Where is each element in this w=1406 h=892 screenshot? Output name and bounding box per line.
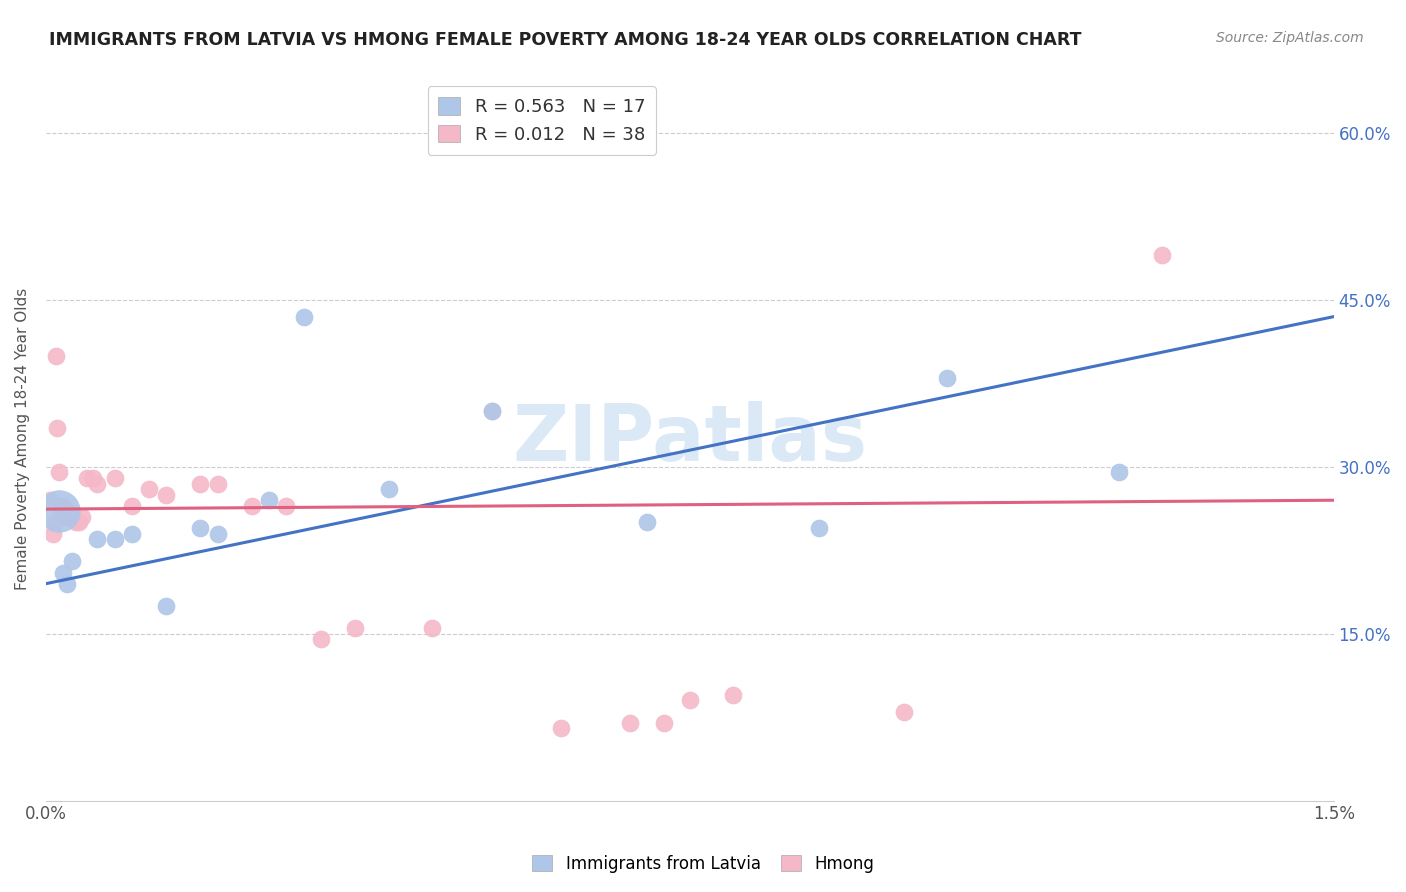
Point bbox=[207, 526, 229, 541]
Point bbox=[636, 516, 658, 530]
Point bbox=[104, 471, 127, 485]
Point bbox=[257, 493, 280, 508]
Point bbox=[138, 482, 160, 496]
Point bbox=[42, 526, 65, 541]
Point bbox=[1150, 248, 1173, 262]
Point bbox=[276, 499, 298, 513]
Point bbox=[53, 509, 76, 524]
Point bbox=[309, 632, 332, 647]
Point bbox=[155, 488, 177, 502]
Point bbox=[76, 471, 98, 485]
Point bbox=[121, 526, 143, 541]
Point bbox=[190, 476, 212, 491]
Point bbox=[240, 499, 263, 513]
Point bbox=[292, 310, 315, 324]
Point bbox=[378, 482, 401, 496]
Point bbox=[190, 521, 212, 535]
Point bbox=[86, 476, 108, 491]
Point bbox=[207, 476, 229, 491]
Point bbox=[51, 504, 73, 518]
Point bbox=[56, 504, 79, 518]
Point bbox=[60, 509, 83, 524]
Point bbox=[67, 516, 90, 530]
Point bbox=[48, 466, 70, 480]
Point bbox=[936, 371, 959, 385]
Point bbox=[721, 688, 744, 702]
Point bbox=[104, 532, 127, 546]
Point bbox=[59, 509, 82, 524]
Point bbox=[56, 576, 79, 591]
Point bbox=[46, 421, 69, 435]
Point bbox=[481, 404, 503, 418]
Text: Source: ZipAtlas.com: Source: ZipAtlas.com bbox=[1216, 31, 1364, 45]
Point bbox=[1108, 466, 1130, 480]
Point bbox=[45, 349, 67, 363]
Point bbox=[39, 493, 62, 508]
Legend: R = 0.563   N = 17, R = 0.012   N = 38: R = 0.563 N = 17, R = 0.012 N = 38 bbox=[427, 87, 655, 155]
Point bbox=[70, 509, 93, 524]
Point bbox=[481, 404, 503, 418]
Point bbox=[52, 566, 75, 580]
Point bbox=[82, 471, 104, 485]
Point bbox=[420, 621, 443, 635]
Legend: Immigrants from Latvia, Hmong: Immigrants from Latvia, Hmong bbox=[526, 848, 880, 880]
Y-axis label: Female Poverty Among 18-24 Year Olds: Female Poverty Among 18-24 Year Olds bbox=[15, 288, 30, 591]
Point bbox=[343, 621, 366, 635]
Point bbox=[807, 521, 830, 535]
Point bbox=[44, 516, 66, 530]
Point bbox=[60, 554, 83, 568]
Point bbox=[48, 504, 70, 518]
Point bbox=[619, 715, 641, 730]
Point bbox=[49, 499, 72, 513]
Point bbox=[652, 715, 675, 730]
Point bbox=[86, 532, 108, 546]
Point bbox=[121, 499, 143, 513]
Text: ZIPatlas: ZIPatlas bbox=[512, 401, 868, 477]
Text: IMMIGRANTS FROM LATVIA VS HMONG FEMALE POVERTY AMONG 18-24 YEAR OLDS CORRELATION: IMMIGRANTS FROM LATVIA VS HMONG FEMALE P… bbox=[49, 31, 1081, 49]
Point bbox=[52, 499, 75, 513]
Point bbox=[893, 705, 915, 719]
Point bbox=[550, 721, 572, 735]
Point bbox=[679, 693, 702, 707]
Point bbox=[65, 516, 87, 530]
Point bbox=[155, 599, 177, 613]
